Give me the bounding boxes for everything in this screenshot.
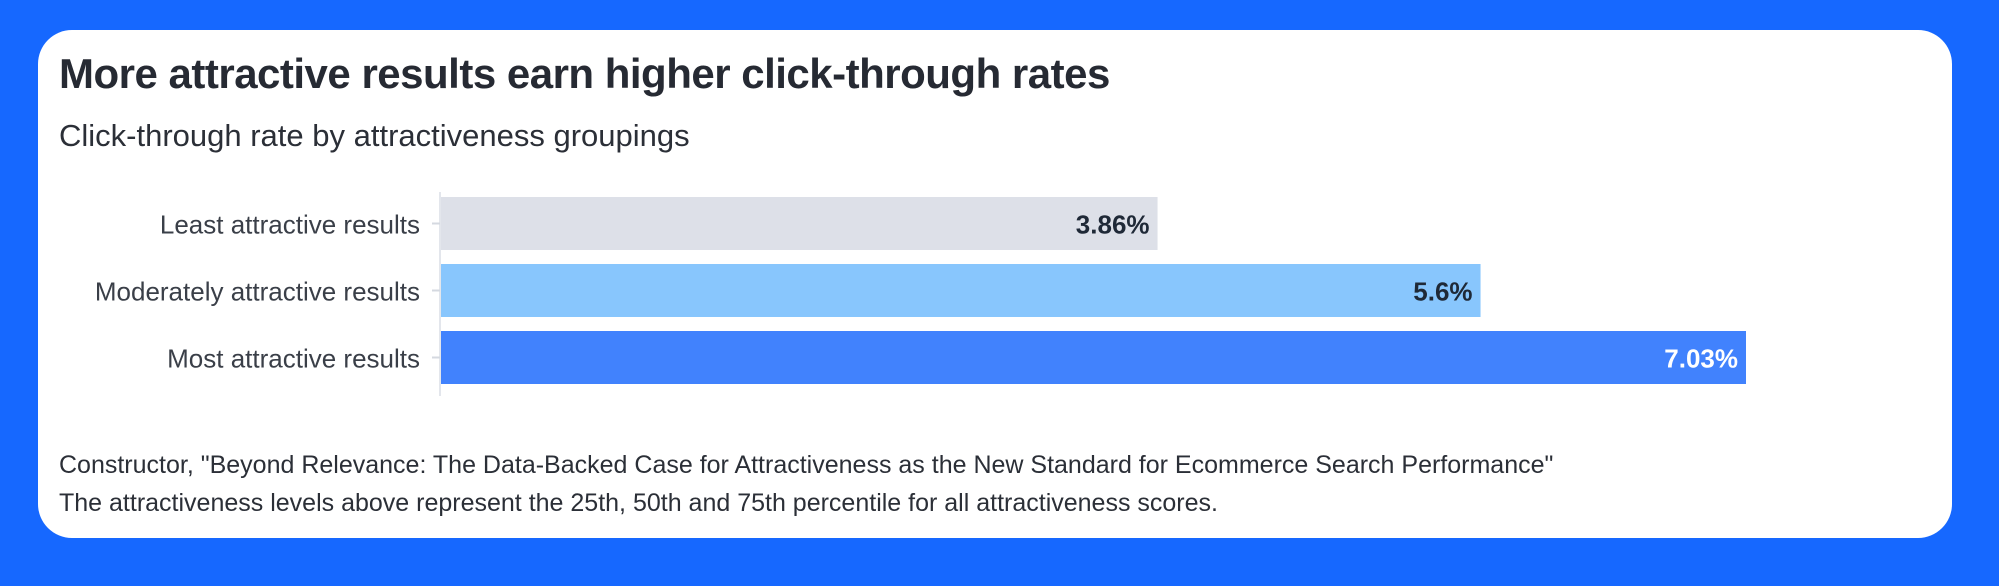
bar xyxy=(441,331,1746,384)
bar-chart: Least attractive results 3.86% Moderately … xyxy=(38,192,1952,432)
bar xyxy=(441,264,1481,317)
value-label: 5.6% xyxy=(1413,277,1472,307)
bar-chart-svg: Least attractive results 3.86% Moderately … xyxy=(95,192,1746,396)
value-label: 3.86% xyxy=(1076,210,1150,240)
source-citation: Constructor, "Beyond Relevance: The Data… xyxy=(59,451,1554,479)
bar xyxy=(441,197,1158,250)
category-label: Least attractive results xyxy=(160,210,420,240)
category-label: Moderately attractive results xyxy=(95,277,420,307)
source-note: The attractiveness levels above represen… xyxy=(59,489,1218,517)
chart-card: More attractive results earn higher clic… xyxy=(38,30,1952,538)
category-label: Most attractive results xyxy=(167,344,420,374)
value-label: 7.03% xyxy=(1664,344,1738,374)
chart-title: More attractive results earn higher clic… xyxy=(59,50,1110,97)
chart-subtitle: Click-through rate by attractiveness gro… xyxy=(59,118,690,153)
chart-source: Constructor, "Beyond Relevance: The Data… xyxy=(59,446,1553,522)
